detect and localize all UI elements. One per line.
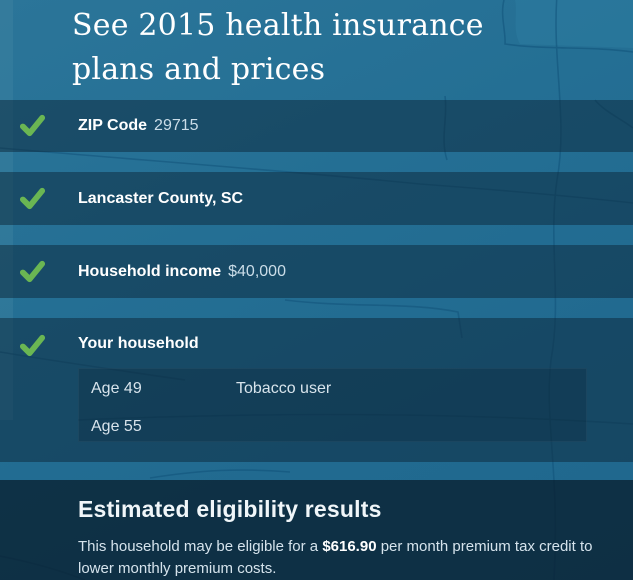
page-header: See 2015 health insurance plans and pric… <box>72 4 522 92</box>
household-members-box: Age 49 Tobacco user Age 55 <box>78 368 587 442</box>
income-value: $40,000 <box>228 262 286 280</box>
results-text-suffix: per month premium tax credit to lower mo… <box>78 538 593 577</box>
member-age: Age 49 <box>91 380 142 397</box>
step-row-household[interactable]: Your household Age 49 Tobacco user Age 5… <box>0 318 633 462</box>
step-row-zip-code[interactable]: ZIP Code 29715 <box>0 100 633 152</box>
check-icon <box>19 185 46 212</box>
step-row-income[interactable]: Household income $40,000 <box>0 245 633 298</box>
results-text-prefix: This household may be eligible for a <box>78 538 323 555</box>
member-age: Age 55 <box>91 418 142 435</box>
page-title: See 2015 health insurance plans and pric… <box>72 8 484 87</box>
check-icon <box>19 112 46 139</box>
household-member-row: Age 49 Tobacco user <box>91 377 586 401</box>
zip-code-value: 29715 <box>154 117 199 134</box>
county-label: Lancaster County, SC <box>78 189 244 207</box>
check-icon <box>19 258 46 285</box>
check-icon <box>19 332 46 359</box>
results-body: This household may be eligible for a $61… <box>78 536 626 579</box>
tax-credit-amount: $616.90 <box>322 538 377 555</box>
results-section: Estimated eligibility results This house… <box>0 480 633 580</box>
household-label: Your household <box>78 335 199 352</box>
results-heading: Estimated eligibility results <box>78 496 382 522</box>
household-member-row: Age 55 <box>91 415 586 439</box>
income-label: Household income <box>78 262 222 280</box>
step-row-county[interactable]: Lancaster County, SC <box>0 172 633 225</box>
member-tobacco-status: Tobacco user <box>236 380 332 397</box>
member-tobacco-status <box>236 415 586 439</box>
zip-code-label: ZIP Code <box>78 117 148 134</box>
